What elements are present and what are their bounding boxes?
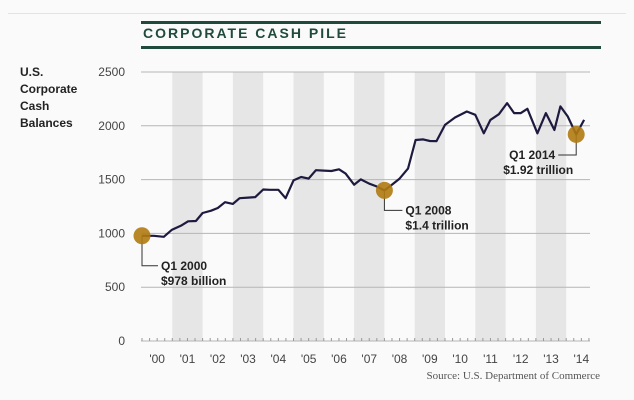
x-tick-label: '10 bbox=[452, 352, 468, 366]
x-tick-label: '09 bbox=[422, 352, 438, 366]
y-tick-label: 500 bbox=[105, 280, 125, 294]
year-band-01 bbox=[172, 72, 203, 341]
x-tick-label: '00 bbox=[149, 352, 165, 366]
x-tick-label: '05 bbox=[301, 352, 317, 366]
year-band-07 bbox=[354, 72, 385, 341]
y-axis-label: U.S. Corporate Cash Balances bbox=[20, 65, 78, 130]
x-tick-label: '01 bbox=[180, 352, 196, 366]
cash-balance-line bbox=[142, 101, 586, 238]
year-band-05 bbox=[293, 72, 324, 341]
annotation-label: Q1 2000 bbox=[161, 259, 207, 273]
x-tick-label: '12 bbox=[513, 352, 529, 366]
annotation-label: Q1 2014 bbox=[509, 148, 555, 162]
annotation-label: Q1 2008 bbox=[405, 203, 451, 217]
top-divider bbox=[8, 13, 626, 14]
highlight-marker bbox=[375, 181, 393, 199]
x-tick-label: '11 bbox=[483, 352, 498, 366]
y-tick-label: 0 bbox=[118, 334, 125, 348]
title-bottom-rule bbox=[141, 46, 601, 49]
chart-title: CORPORATE CASH PILE bbox=[143, 25, 348, 41]
source-note: Source: U.S. Department of Commerce bbox=[426, 370, 600, 382]
y-tick-label: 2000 bbox=[98, 119, 125, 133]
y-tick-label: 1000 bbox=[98, 226, 125, 240]
y-tick-label: 1500 bbox=[98, 173, 125, 187]
annotation-value: $978 billion bbox=[161, 274, 226, 288]
annotation-value: $1.4 trillion bbox=[405, 218, 468, 232]
y-tick-label: 2500 bbox=[98, 65, 125, 79]
year-band-13 bbox=[535, 72, 567, 341]
x-tick-label: '07 bbox=[361, 352, 377, 366]
x-tick-label: '04 bbox=[271, 352, 287, 366]
highlight-marker bbox=[567, 125, 585, 143]
x-tick-label: '13 bbox=[543, 352, 559, 366]
year-band-11 bbox=[475, 72, 506, 341]
x-tick-label: '14 bbox=[574, 352, 590, 366]
highlight-marker bbox=[133, 227, 151, 245]
annotation-leader bbox=[141, 235, 158, 267]
x-tick-label: '06 bbox=[331, 352, 347, 366]
year-band-09 bbox=[414, 72, 445, 341]
annotation-value: $1.92 trillion bbox=[503, 163, 573, 177]
year-band-03 bbox=[232, 72, 264, 341]
x-tick-label: '03 bbox=[240, 352, 256, 366]
title-top-rule bbox=[141, 21, 601, 24]
x-tick-label: '08 bbox=[392, 352, 408, 366]
x-tick-label: '02 bbox=[210, 352, 226, 366]
